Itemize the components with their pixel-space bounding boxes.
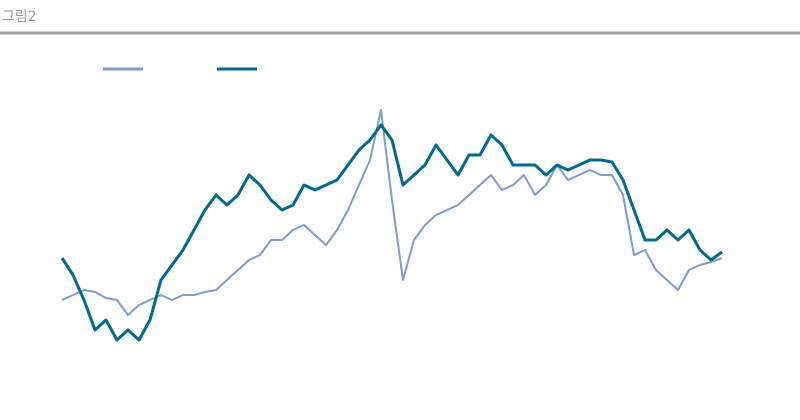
chart-title: 그림2 xyxy=(2,9,37,25)
series-line xyxy=(61,109,723,316)
series-line xyxy=(60,123,723,342)
